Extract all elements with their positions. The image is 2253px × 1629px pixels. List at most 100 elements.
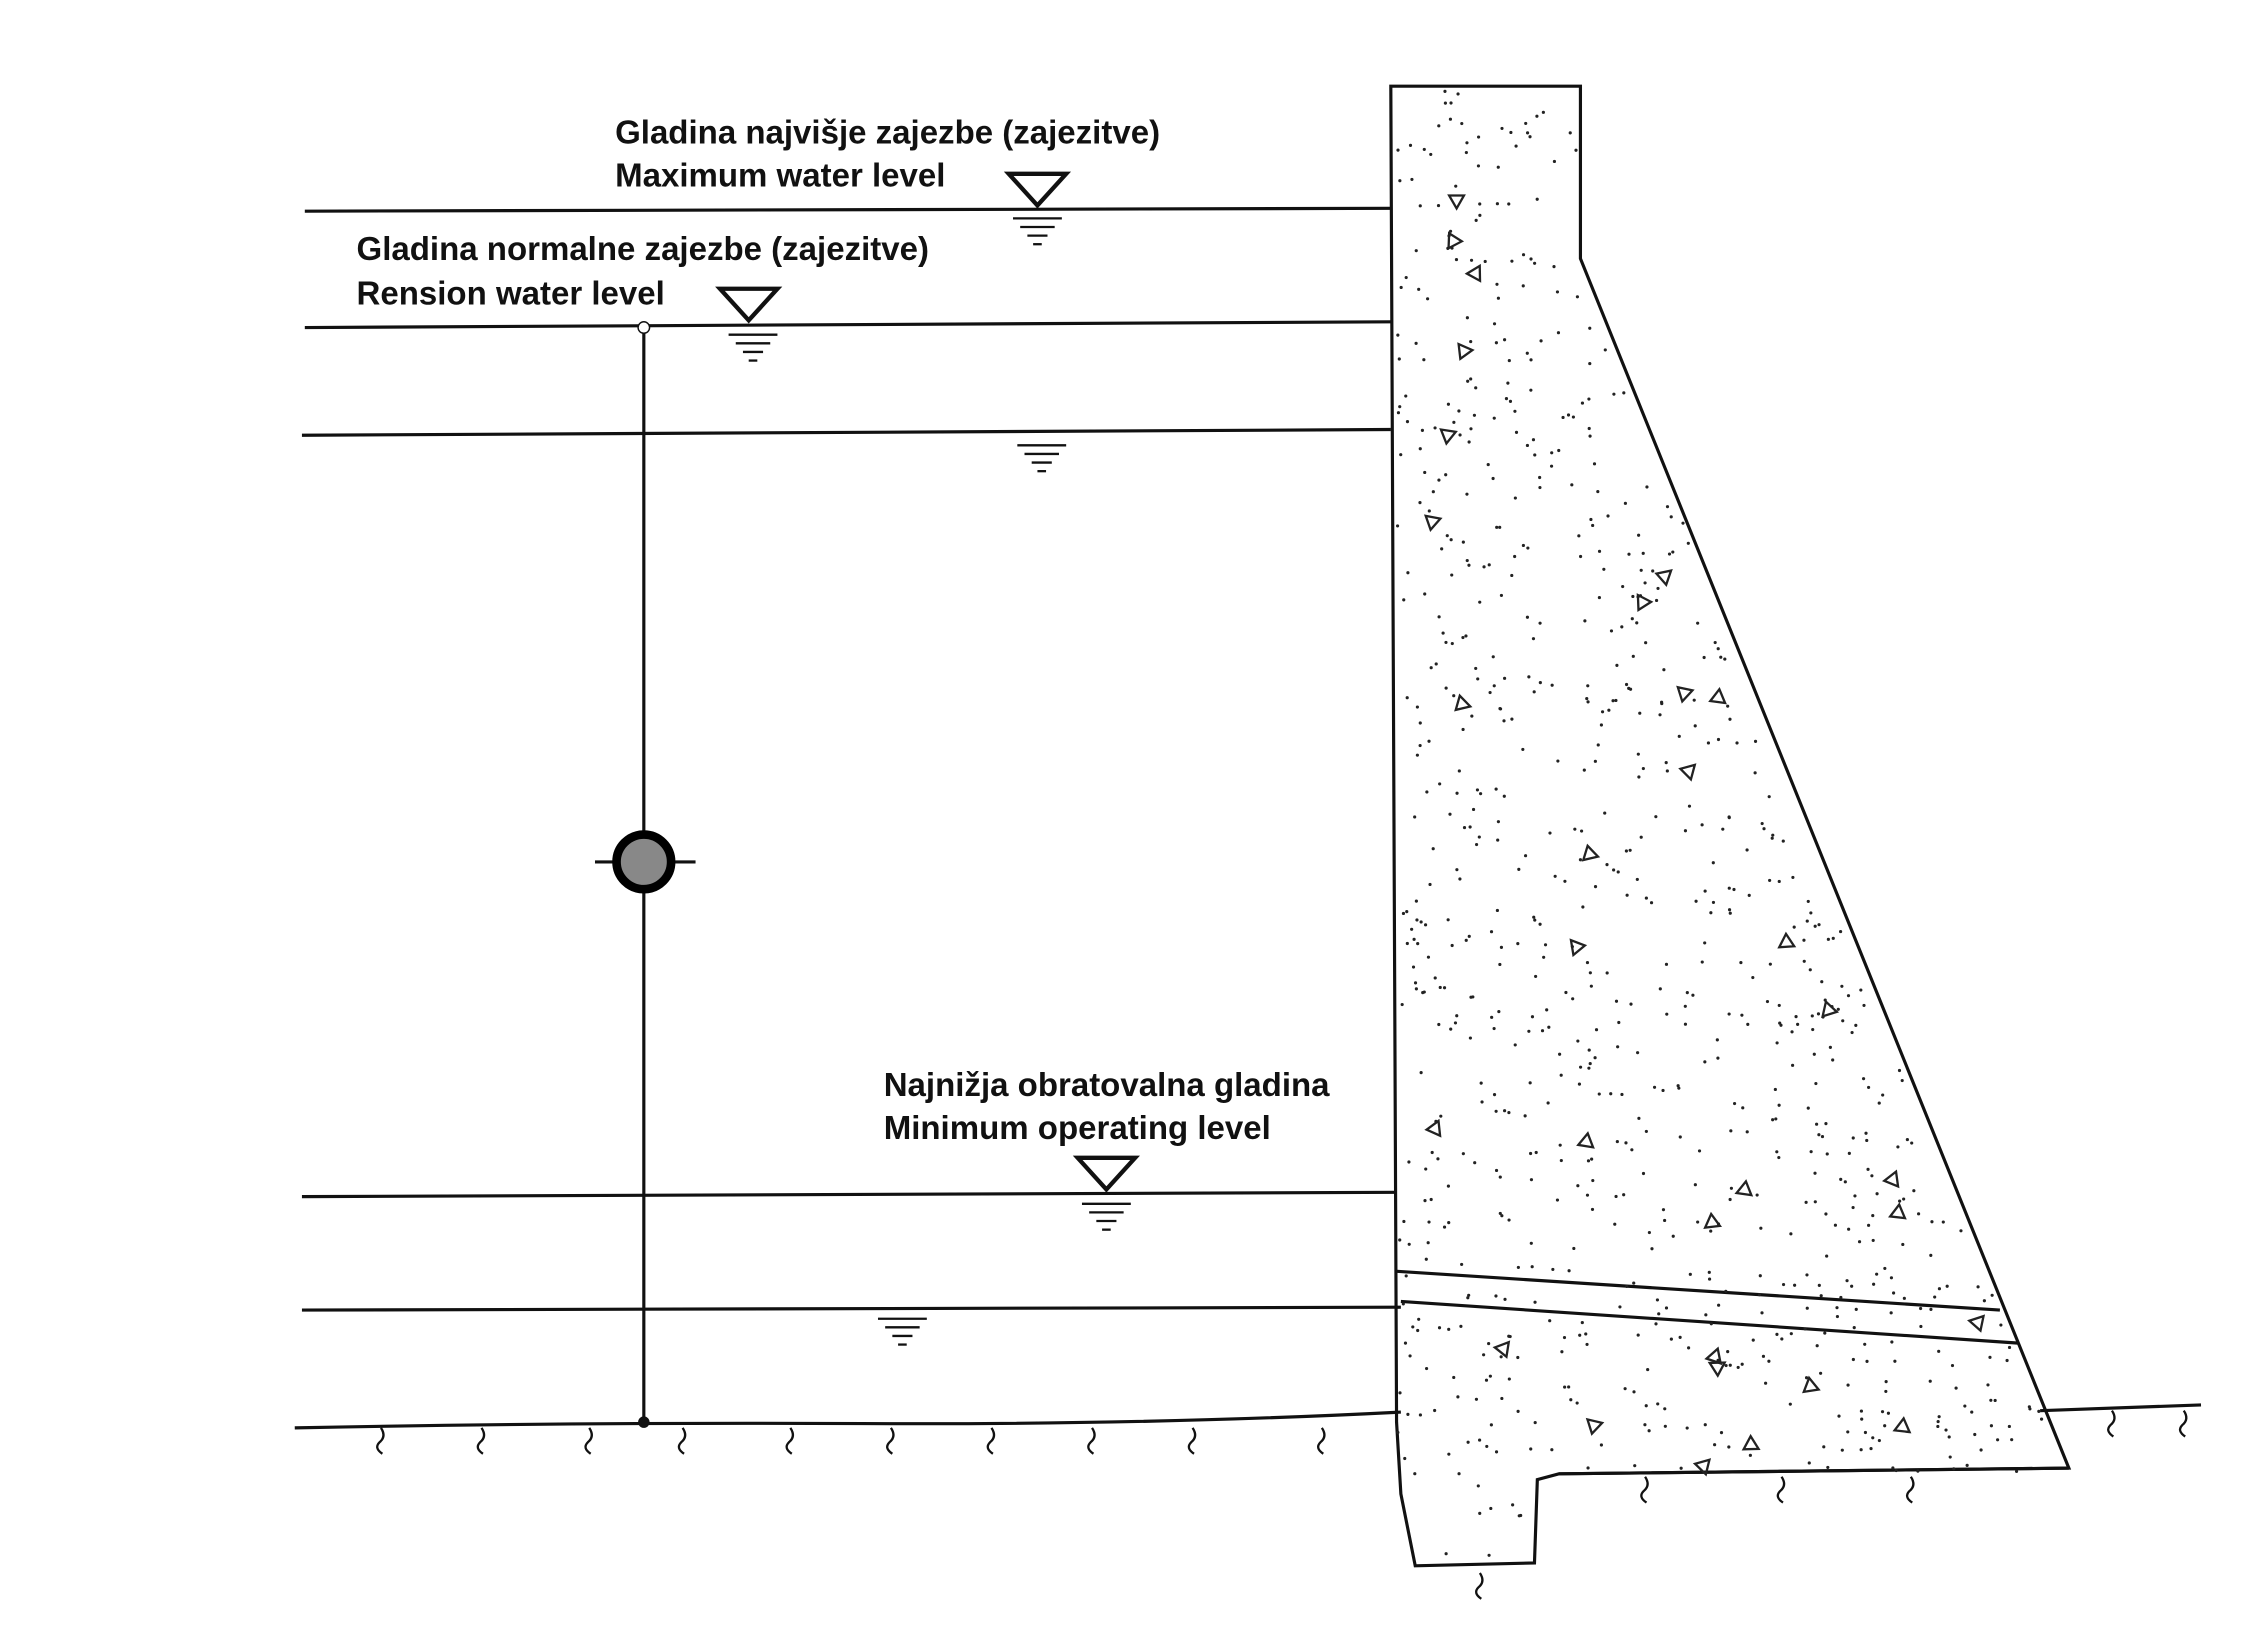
concrete-dot	[1507, 202, 1511, 206]
concrete-dot	[1602, 567, 1606, 571]
concrete-dot	[1510, 259, 1514, 263]
concrete-dot	[1539, 339, 1543, 343]
concrete-dot	[2039, 1417, 2044, 1421]
concrete-dot	[1773, 1087, 1777, 1092]
concrete-dot	[1866, 1167, 1870, 1171]
concrete-dot	[1489, 1506, 1493, 1511]
concrete-dot	[1905, 1138, 1909, 1142]
concrete-dot	[1494, 1294, 1498, 1298]
concrete-dot	[1791, 875, 1795, 879]
concrete-dot	[1560, 1350, 1564, 1354]
concrete-dot	[1529, 1151, 1533, 1156]
aggregate	[1676, 685, 1695, 704]
concrete-dot	[1806, 899, 1810, 903]
concrete-dot	[1846, 994, 1851, 998]
concrete-dot	[1568, 131, 1572, 135]
concrete-dot	[1727, 886, 1731, 890]
concrete-dot	[1585, 961, 1590, 965]
concrete-dot	[1815, 1122, 1819, 1126]
concrete-dot	[1455, 868, 1459, 872]
concrete-dot	[1841, 1019, 1845, 1023]
concrete-dot	[1872, 1282, 1876, 1286]
concrete-dot	[1616, 870, 1620, 874]
concrete-dot	[1828, 1045, 1832, 1049]
concrete-dot	[1910, 1141, 1914, 1145]
concrete-dot	[1400, 1002, 1404, 1007]
concrete-dot	[1429, 1197, 1433, 1202]
concrete-dot	[1777, 1155, 1781, 1160]
concrete-dot	[1897, 1068, 1902, 1073]
concrete-dot	[1534, 1150, 1538, 1155]
concrete-dot	[1751, 1338, 1755, 1342]
concrete-dot	[1654, 815, 1658, 819]
concrete-dot	[1476, 1484, 1480, 1488]
concrete-dot	[1936, 1424, 1940, 1429]
concrete-dot	[1521, 253, 1526, 257]
concrete-dot	[1524, 121, 1528, 125]
aggregate	[1802, 1375, 1821, 1394]
concrete-dot	[1623, 501, 1627, 505]
concrete-dot	[1711, 861, 1715, 865]
concrete-dot	[1986, 1383, 1990, 1387]
concrete-dot	[1535, 197, 1539, 201]
concrete-dot	[1578, 858, 1583, 862]
concrete-dot	[1625, 1284, 1629, 1288]
concrete-dot	[1582, 768, 1586, 772]
concrete-dot	[1502, 794, 1506, 798]
concrete-dot	[1402, 1219, 1406, 1224]
concrete-dot	[1778, 1021, 1782, 1025]
concrete-dot	[1620, 625, 1624, 629]
aggregate	[1423, 514, 1443, 533]
concrete-dot	[1709, 911, 1713, 915]
concrete-dot	[1871, 1436, 1875, 1440]
concrete-dot	[1443, 89, 1447, 93]
concrete-dot	[1404, 275, 1408, 280]
concrete-dot	[1513, 554, 1517, 559]
concrete-dot	[1593, 885, 1598, 889]
concrete-dot	[1649, 901, 1654, 905]
aggregate	[1569, 938, 1588, 958]
concrete-dot	[1654, 598, 1659, 603]
concrete-dot	[1860, 1417, 1864, 1421]
concrete-dot	[1740, 1362, 1744, 1366]
concrete-dot	[1892, 1291, 1896, 1295]
concrete-dot	[1466, 1440, 1470, 1444]
concrete-dot	[1636, 1333, 1640, 1337]
concrete-dot	[1495, 202, 1499, 206]
concrete-dot	[1630, 617, 1634, 621]
concrete-dot	[1541, 110, 1545, 114]
concrete-dot	[1889, 1311, 1893, 1315]
concrete-dot	[1521, 543, 1525, 548]
concrete-dot	[1411, 1325, 1415, 1329]
concrete-dot	[1468, 1036, 1472, 1040]
concrete-dot	[1548, 831, 1552, 835]
concrete-dot	[1431, 490, 1435, 494]
concrete-dot	[1478, 1511, 1482, 1515]
concrete-dot	[1681, 521, 1685, 525]
concrete-dot	[1417, 287, 1421, 291]
concrete-dot	[1514, 144, 1518, 148]
concrete-dot	[1510, 573, 1514, 578]
concrete-dot	[1929, 1307, 1933, 1311]
concrete-dot	[1478, 600, 1482, 604]
concrete-dot	[1777, 879, 1781, 884]
concrete-dot	[1474, 842, 1479, 847]
concrete-dot	[1764, 1381, 1768, 1385]
concrete-dot	[1551, 1267, 1555, 1272]
concrete-dot	[1890, 1340, 1894, 1344]
concrete-dot	[1410, 177, 1414, 181]
concrete-dot	[1775, 1150, 1779, 1154]
concrete-dot	[1947, 1435, 1951, 1439]
root	[2107, 1410, 2116, 1438]
root	[376, 1427, 385, 1455]
concrete-dot	[1500, 126, 1504, 131]
concrete-dot	[1716, 647, 1720, 651]
aggregate	[1585, 1417, 1605, 1436]
concrete-dot	[1538, 475, 1542, 480]
concrete-dot	[1845, 1279, 1849, 1283]
aggregate	[1734, 1179, 1754, 1197]
concrete-dot	[1589, 984, 1593, 988]
concrete-dot	[1503, 338, 1507, 342]
concrete-dot	[1418, 721, 1422, 725]
concrete-dot	[1578, 1333, 1582, 1337]
